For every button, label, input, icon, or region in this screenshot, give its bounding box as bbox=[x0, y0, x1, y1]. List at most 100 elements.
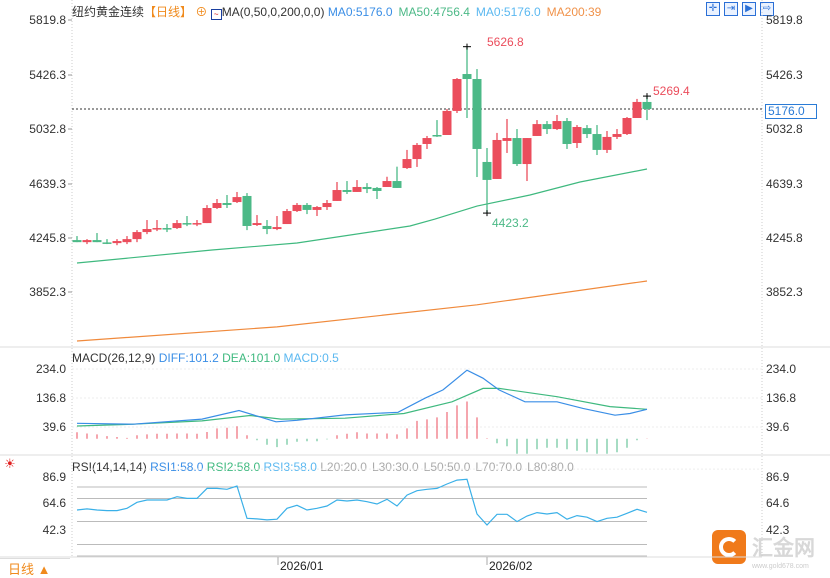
play-icon[interactable]: ▶ bbox=[742, 2, 756, 16]
candle bbox=[602, 130, 612, 153]
macd-value: MACD:0.5 bbox=[283, 351, 339, 365]
candle bbox=[272, 216, 282, 231]
rsi-axis-label-right: 86.9 bbox=[766, 470, 790, 484]
exit-icon[interactable]: ⇨ bbox=[760, 2, 774, 16]
candle bbox=[262, 220, 272, 235]
candle bbox=[642, 96, 652, 121]
rsi-level: L70:70.0 bbox=[475, 460, 523, 474]
macd-axis-label: 136.8 bbox=[35, 391, 66, 405]
y-axis-label-right: 5426.3 bbox=[766, 68, 803, 82]
ma-value: MA200:39 bbox=[546, 5, 602, 19]
y-axis-label-right: 4639.3 bbox=[766, 177, 803, 191]
y-axis-label-right: 5032.8 bbox=[766, 122, 803, 136]
candle bbox=[92, 233, 102, 243]
y-axis-label: 4639.3 bbox=[29, 177, 66, 191]
candle bbox=[332, 182, 342, 201]
candle bbox=[242, 193, 252, 231]
macd-title: MACD(26,12,9) bbox=[72, 351, 156, 365]
candle bbox=[402, 149, 412, 170]
candle bbox=[382, 176, 392, 187]
y-axis-label: 5032.8 bbox=[29, 122, 66, 136]
candle bbox=[162, 224, 172, 233]
rsi1-value: RSI1:58.0 bbox=[150, 460, 204, 474]
ma-value: MA0:5176.0 bbox=[327, 5, 393, 19]
candle bbox=[552, 114, 562, 131]
candle bbox=[122, 236, 132, 245]
x-tick-label: 2026/02 bbox=[489, 559, 533, 573]
logo-text: 汇金网 bbox=[752, 537, 815, 560]
diff-line bbox=[76, 369, 648, 425]
candle bbox=[492, 132, 502, 179]
macd-axis-label-right: 234.0 bbox=[766, 362, 797, 376]
rsi-level: L30:30.0 bbox=[371, 460, 419, 474]
crosshair-toggle-icon[interactable]: ☀ bbox=[4, 456, 16, 471]
candle bbox=[102, 239, 112, 245]
candle bbox=[112, 239, 122, 246]
candle bbox=[562, 117, 572, 149]
zoom-in-icon[interactable]: ⇥ bbox=[724, 2, 738, 16]
ma50-line bbox=[76, 168, 648, 264]
candle bbox=[522, 138, 532, 182]
candle bbox=[392, 166, 402, 188]
current-price-label: 5176.0 bbox=[765, 104, 817, 119]
candle bbox=[432, 120, 442, 137]
settings-icon[interactable]: ⊕ bbox=[195, 5, 208, 19]
candle bbox=[312, 206, 322, 217]
macd-axis-label: 39.6 bbox=[42, 420, 66, 434]
candle bbox=[572, 125, 582, 148]
rsi-level: L80:80.0 bbox=[527, 460, 574, 474]
high-annotation: 5626.8 bbox=[487, 35, 524, 49]
candle bbox=[472, 69, 482, 178]
x-tick-label: 2026/01 bbox=[280, 559, 324, 573]
candle bbox=[352, 180, 362, 192]
y-axis-label: 4245.8 bbox=[29, 231, 66, 245]
logo-icon bbox=[712, 530, 746, 564]
period-label[interactable]: 【日线】 bbox=[144, 5, 193, 19]
candle bbox=[342, 181, 352, 195]
candle bbox=[592, 125, 602, 156]
candle bbox=[462, 46, 472, 118]
macd-axis-label-right: 136.8 bbox=[766, 391, 797, 405]
candle bbox=[542, 121, 552, 135]
ma-indicator-label[interactable]: MA(0,50,0,200,0,0) bbox=[221, 5, 325, 19]
candle bbox=[422, 135, 432, 149]
candle bbox=[512, 129, 522, 166]
candle bbox=[632, 98, 642, 118]
rsi-title: RSI(14,14,14) bbox=[72, 460, 147, 474]
rsi-level: L20:20.0 bbox=[320, 460, 367, 474]
zoom-fit-icon[interactable]: ✛ bbox=[706, 2, 720, 16]
low-annotation: 4423.2 bbox=[492, 216, 529, 230]
rsi-axis-label: 86.9 bbox=[42, 470, 66, 484]
macd-header: MACD(26,12,9) DIFF:101.2 DEA:101.0 MACD:… bbox=[72, 351, 339, 365]
macd-axis-label-right: 39.6 bbox=[766, 420, 790, 434]
high-marker-icon bbox=[463, 43, 471, 50]
candle bbox=[622, 117, 632, 136]
rsi-axis-label: 42.3 bbox=[42, 523, 66, 537]
candle bbox=[502, 118, 512, 153]
candle bbox=[182, 216, 192, 227]
dea-line bbox=[76, 387, 648, 427]
candle bbox=[582, 125, 592, 139]
ma-value: MA0:5176.0 bbox=[475, 5, 541, 19]
logo-url: www.gold678.com bbox=[752, 563, 809, 570]
candle bbox=[222, 195, 232, 208]
ma200-line bbox=[76, 280, 648, 342]
y-axis-label-right: 3852.3 bbox=[766, 285, 803, 299]
rsi-axis-label-right: 64.6 bbox=[766, 496, 790, 510]
candle bbox=[82, 239, 92, 245]
candle bbox=[202, 205, 212, 224]
candle bbox=[612, 129, 622, 140]
rsi-line bbox=[76, 478, 648, 526]
chart-header: 纽约黄金连续【日线】 ⊕ ~ MA(0,50,0,200,0,0) MA0:517… bbox=[72, 3, 607, 20]
candle bbox=[412, 143, 422, 167]
y-axis-label: 5426.3 bbox=[29, 68, 66, 82]
y-axis-label: 5819.8 bbox=[29, 13, 66, 27]
y-axis-label-right: 5819.8 bbox=[766, 13, 803, 27]
candle bbox=[132, 230, 142, 243]
candle bbox=[482, 147, 492, 214]
ma-indicator-icon[interactable]: ~ bbox=[210, 9, 222, 20]
candle bbox=[532, 120, 542, 136]
rsi-axis-label: 64.6 bbox=[42, 496, 66, 510]
macd-axis-label: 234.0 bbox=[35, 362, 66, 376]
